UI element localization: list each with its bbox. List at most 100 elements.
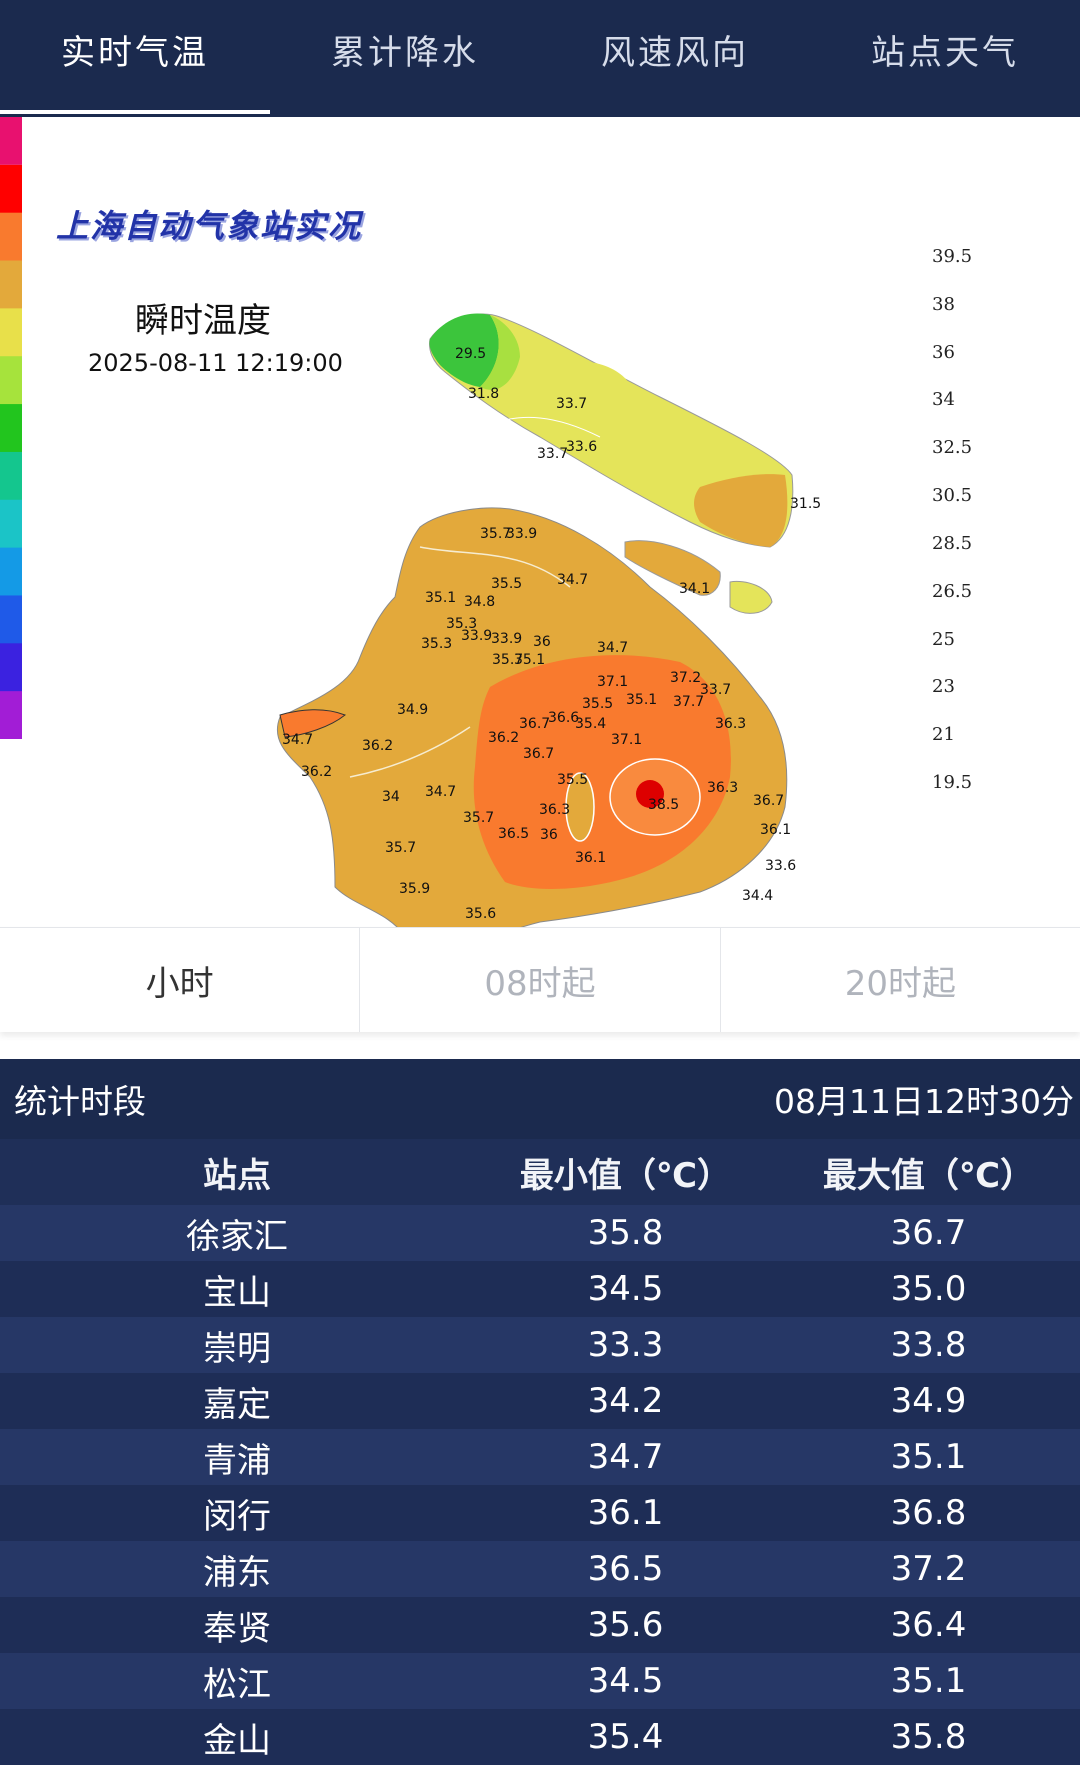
station-value-label: 33.9: [491, 631, 523, 647]
station-value-label: 37.7: [673, 694, 705, 710]
stats-period-label: 统计时段: [14, 1082, 146, 1121]
max-temp-cell: 37.2: [890, 1549, 967, 1589]
station-value-label: 34.1: [679, 581, 711, 597]
temperature-legend-bar: [0, 117, 22, 739]
station-value-label: 35.5: [491, 576, 523, 592]
station-value-label: 36.1: [575, 850, 607, 866]
station-name-cell: 浦东: [203, 1552, 271, 1593]
range-from-20[interactable]: 20时起: [844, 963, 956, 1004]
tab-station-weather[interactable]: 站点天气: [871, 33, 1019, 73]
station-value-label: 35.6: [465, 906, 497, 922]
station-value-label: 36.2: [362, 738, 394, 754]
table-row: 浦东 36.5 37.2: [0, 1541, 1080, 1597]
legend-label: 25: [932, 628, 955, 650]
station-name-cell: 金山: [203, 1720, 271, 1761]
station-value-label: 34: [382, 789, 400, 805]
station-value-label: 35.4: [575, 716, 607, 732]
tab-wind[interactable]: 风速风向: [601, 33, 749, 73]
tab-accumulated-precipitation[interactable]: 累计降水: [331, 33, 479, 73]
legend-label: 38: [932, 293, 955, 315]
column-header-min: 最小值（℃）: [519, 1155, 732, 1196]
station-value-label: 33.6: [765, 858, 797, 874]
legend-swatch: [0, 164, 22, 214]
station-value-label: 35.7: [463, 810, 495, 826]
tab-realtime-temperature[interactable]: 实时气温: [0, 0, 270, 117]
station-value-label: 35.5: [582, 696, 614, 712]
station-value-label: 36.7: [519, 716, 551, 732]
station-value-label: 33.9: [461, 628, 493, 644]
max-temp-cell: 35.1: [890, 1437, 967, 1477]
min-temp-cell: 33.3: [587, 1325, 664, 1365]
station-value-label: 33.7: [700, 682, 732, 698]
legend-swatch: [0, 499, 22, 549]
table-header-row: 站点 最小值（℃） 最大值（℃）: [0, 1139, 1080, 1205]
legend-swatch: [0, 212, 22, 262]
legend-swatch: [0, 691, 22, 739]
station-value-label: 35.7: [492, 652, 524, 668]
shanghai-temperature-map: [276, 313, 794, 927]
station-value-label: 36.5: [498, 826, 530, 842]
station-value-label: 36: [533, 634, 551, 650]
min-temp-cell: 35.8: [587, 1213, 664, 1253]
station-name-cell: 徐家汇: [186, 1216, 288, 1257]
legend-label: 28.5: [932, 532, 973, 554]
station-value-label: 34.7: [597, 640, 629, 656]
max-temp-cell: 36.7: [890, 1213, 967, 1253]
station-value-label: 36.6: [548, 710, 580, 726]
legend-label: 23: [932, 676, 955, 698]
station-value-label: 36.2: [301, 764, 333, 780]
legend-label: 32.5: [932, 437, 973, 459]
legend-label: 30.5: [932, 485, 973, 507]
legend-label: 26.5: [932, 580, 973, 602]
table-row: 嘉定 34.2 34.9: [0, 1373, 1080, 1429]
min-temp-cell: 34.7: [587, 1437, 664, 1477]
min-temp-cell: 35.4: [587, 1717, 664, 1757]
legend-swatch: [0, 404, 22, 453]
table-row: 崇明 33.3 33.8: [0, 1317, 1080, 1373]
station-value-label: 36.3: [715, 716, 747, 732]
station-value-label: 36.2: [488, 730, 520, 746]
station-value-label: 33.7: [537, 446, 569, 462]
station-name-cell: 崇明: [203, 1328, 271, 1369]
station-name-cell: 青浦: [203, 1440, 271, 1481]
station-value-label: 38.5: [648, 797, 680, 813]
legend-label: 21: [932, 724, 955, 746]
station-value-label: 33.9: [506, 526, 538, 542]
legend-swatch: [0, 260, 22, 310]
table-row: 青浦 34.7 35.1: [0, 1429, 1080, 1485]
station-value-label: 29.5: [455, 346, 487, 362]
max-temp-cell: 36.4: [890, 1605, 967, 1645]
legend-label: 39.5: [932, 245, 973, 267]
max-temp-cell: 34.9: [890, 1381, 967, 1421]
min-temp-cell: 36.5: [587, 1549, 664, 1589]
station-value-label: 37.1: [611, 732, 643, 748]
station-value-label: 36.3: [539, 802, 571, 818]
table-row: 松江 34.5 35.1: [0, 1653, 1080, 1709]
range-from-08[interactable]: 08时起: [360, 928, 721, 1032]
station-value-label: 34.7: [282, 732, 314, 748]
legend-label: 36: [932, 341, 955, 363]
station-name-cell: 松江: [203, 1664, 271, 1705]
time-range-selector: 小时 08时起 20时起: [0, 927, 1080, 1032]
column-header-station: 站点: [203, 1155, 271, 1196]
station-value-label: 36.7: [753, 793, 785, 809]
map-subtitle: 瞬时温度: [135, 301, 271, 341]
station-value-label: 36.7: [523, 746, 555, 762]
legend-swatch: [0, 308, 22, 358]
map-timestamp: 2025-08-11 12:19:00: [88, 349, 343, 377]
station-value-label: 37.1: [597, 674, 629, 690]
table-row: 徐家汇 35.8 36.7: [0, 1205, 1080, 1261]
table-row: 金山 35.4 35.8: [0, 1709, 1080, 1765]
stats-table: 站点 最小值（℃） 最大值（℃） 徐家汇 35.8 36.7 宝山 34.5 35.0 崇明…: [0, 1139, 1080, 1765]
range-hour[interactable]: 小时: [0, 928, 361, 1032]
station-value-label: 35.5: [557, 772, 589, 788]
legend-swatch: [0, 643, 22, 693]
station-value-label: 36.1: [760, 822, 792, 838]
min-temp-cell: 34.5: [587, 1269, 664, 1309]
station-name-cell: 闵行: [203, 1496, 271, 1537]
station-value-label: 34.9: [397, 702, 429, 718]
station-value-label: 31.8: [468, 386, 500, 402]
legend-swatch: [0, 356, 22, 406]
station-value-label: 35.1: [425, 590, 457, 606]
max-temp-cell: 35.0: [890, 1269, 967, 1309]
